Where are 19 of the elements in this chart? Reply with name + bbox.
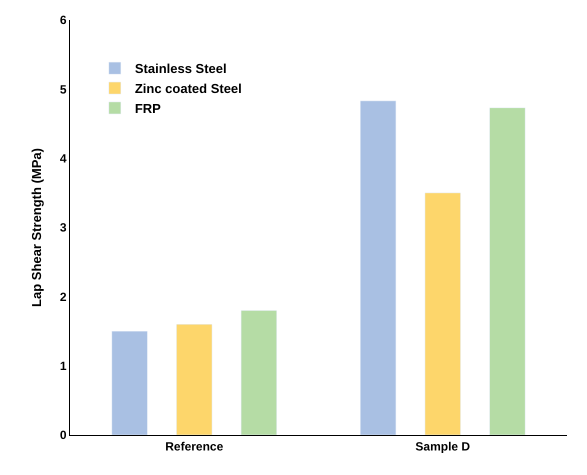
y-tick-label: 3 [60,220,67,235]
y-tick-label: 6 [60,13,67,28]
y-tick-label: 4 [60,152,67,166]
y-tick-label: 2 [60,290,67,304]
bar [360,100,396,435]
bar [240,310,277,435]
legend-label: Zinc coated Steel [134,81,242,96]
legend-label: FRP [134,101,162,116]
bar [112,331,148,435]
y-tick-label: 5 [60,82,67,96]
y-tick-label: 1 [60,359,67,374]
bar [176,324,212,435]
legend-label: Stainless Steel [134,61,227,76]
bar [489,108,526,435]
x-tick-label: Reference [165,439,224,454]
x-tick-label: Sample D [415,439,470,454]
bar [424,192,461,435]
y-tick-label: 0 [60,428,67,442]
y-axis-title: Lap Shear Strength (MPa) [28,148,44,307]
